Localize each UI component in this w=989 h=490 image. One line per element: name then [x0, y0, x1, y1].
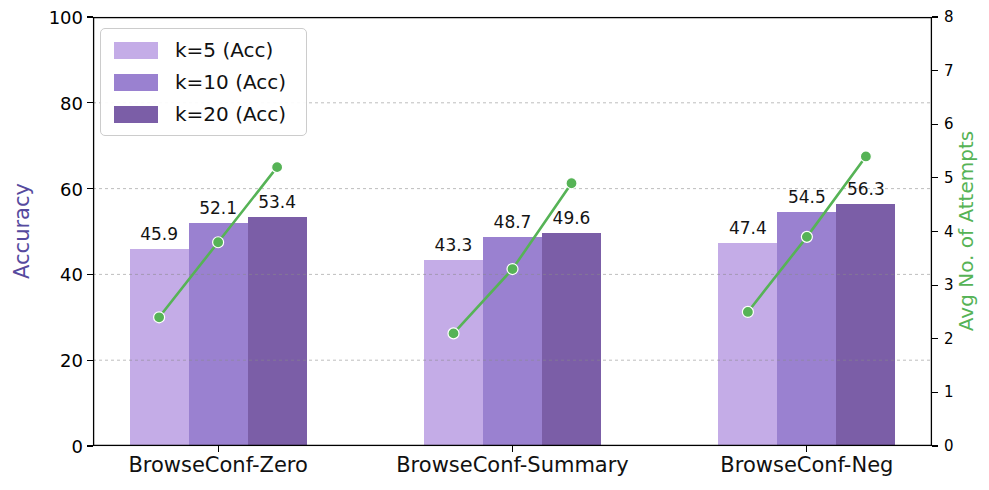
- y2-axis-tick: [932, 445, 938, 446]
- y2-axis-tick: [932, 285, 938, 286]
- bar-value-label: 49.6: [553, 208, 591, 228]
- y2-axis-tick-label: 0: [944, 437, 954, 455]
- y-axis-title: Accuracy: [10, 183, 34, 279]
- y2-axis-tick: [932, 124, 938, 125]
- legend-swatch: [114, 42, 158, 59]
- y2-axis-tick-label: 6: [944, 115, 954, 133]
- legend-item: k=20 (Acc): [114, 102, 286, 126]
- y-axis-tick-label: 20: [60, 350, 83, 371]
- plot-area: 45.9 43.3 47.4 52.1 48.7 54.5 53.4 49.6 56.3 k=5…: [93, 17, 932, 446]
- y2-axis-tick-label: 5: [944, 169, 954, 187]
- bar-value-label: 53.4: [258, 192, 296, 212]
- y2-axis-tick-label: 8: [944, 8, 954, 26]
- x-axis-tick: [806, 446, 807, 452]
- y-axis-tick-label: 40: [60, 264, 83, 285]
- y-axis-tick: [87, 188, 93, 189]
- bar-value-label: 52.1: [199, 198, 237, 218]
- bar-value-label: 56.3: [847, 179, 885, 199]
- legend-item-label: k=20 (Acc): [175, 102, 286, 126]
- bar-value-label: 48.7: [494, 212, 532, 232]
- x-axis-tick-label: BrowseConf-Neg: [720, 453, 893, 477]
- legend-item-label: k=5 (Acc): [175, 38, 273, 62]
- x-axis-tick: [512, 446, 513, 452]
- bar-value-label: 45.9: [140, 224, 178, 244]
- y2-axis-tick: [932, 16, 938, 17]
- y-axis-tick-label: 100: [49, 7, 83, 28]
- x-axis-tick: [218, 446, 219, 452]
- legend-swatch: [114, 74, 158, 91]
- bar-value-label: 54.5: [788, 187, 826, 207]
- y2-axis-tick: [932, 70, 938, 71]
- x-axis-tick-label: BrowseConf-Summary: [396, 453, 629, 477]
- y2-axis-tick: [932, 177, 938, 178]
- y-axis-tick: [87, 445, 93, 446]
- y2-axis-tick-label: 3: [944, 276, 954, 294]
- bar-value-label: 47.4: [729, 218, 767, 238]
- y2-axis-tick: [932, 392, 938, 393]
- x-axis-tick-label: BrowseConf-Zero: [128, 453, 307, 477]
- legend-swatch: [114, 106, 158, 123]
- y-axis-tick: [87, 102, 93, 103]
- legend-item-label: k=10 (Acc): [175, 70, 286, 94]
- bar-value-label: 43.3: [435, 235, 473, 255]
- y-axis-tick: [87, 360, 93, 361]
- y2-axis-tick-label: 2: [944, 330, 954, 348]
- y2-axis-tick-label: 7: [944, 62, 954, 80]
- y2-axis-tick: [932, 338, 938, 339]
- y-axis-tick-label: 60: [60, 178, 83, 199]
- legend-item: k=10 (Acc): [114, 70, 286, 94]
- y2-axis-title: Avg No. of Attempts: [954, 131, 978, 331]
- y-axis-tick-label: 0: [72, 436, 83, 457]
- y-axis-tick: [87, 274, 93, 275]
- y2-axis-tick-label: 4: [944, 223, 954, 241]
- legend-item: k=5 (Acc): [114, 38, 286, 62]
- y-axis-tick: [87, 16, 93, 17]
- accuracy-attempts-grouped-bar-chart: 45.9 43.3 47.4 52.1 48.7 54.5 53.4 49.6 56.3 k=5…: [0, 0, 989, 490]
- y-axis-tick-label: 80: [60, 92, 83, 113]
- y2-axis-tick: [932, 231, 938, 232]
- y2-axis-tick-label: 1: [944, 383, 954, 401]
- legend: k=5 (Acc) k=10 (Acc) k=20 (Acc): [100, 28, 307, 136]
